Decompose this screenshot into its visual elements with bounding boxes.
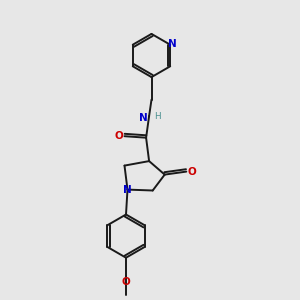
Text: O: O [115,131,124,141]
Text: N: N [139,112,148,123]
Text: N: N [168,39,177,49]
Text: O: O [122,277,130,287]
Text: N: N [122,185,131,195]
Text: O: O [187,167,196,177]
Text: H: H [154,112,161,121]
